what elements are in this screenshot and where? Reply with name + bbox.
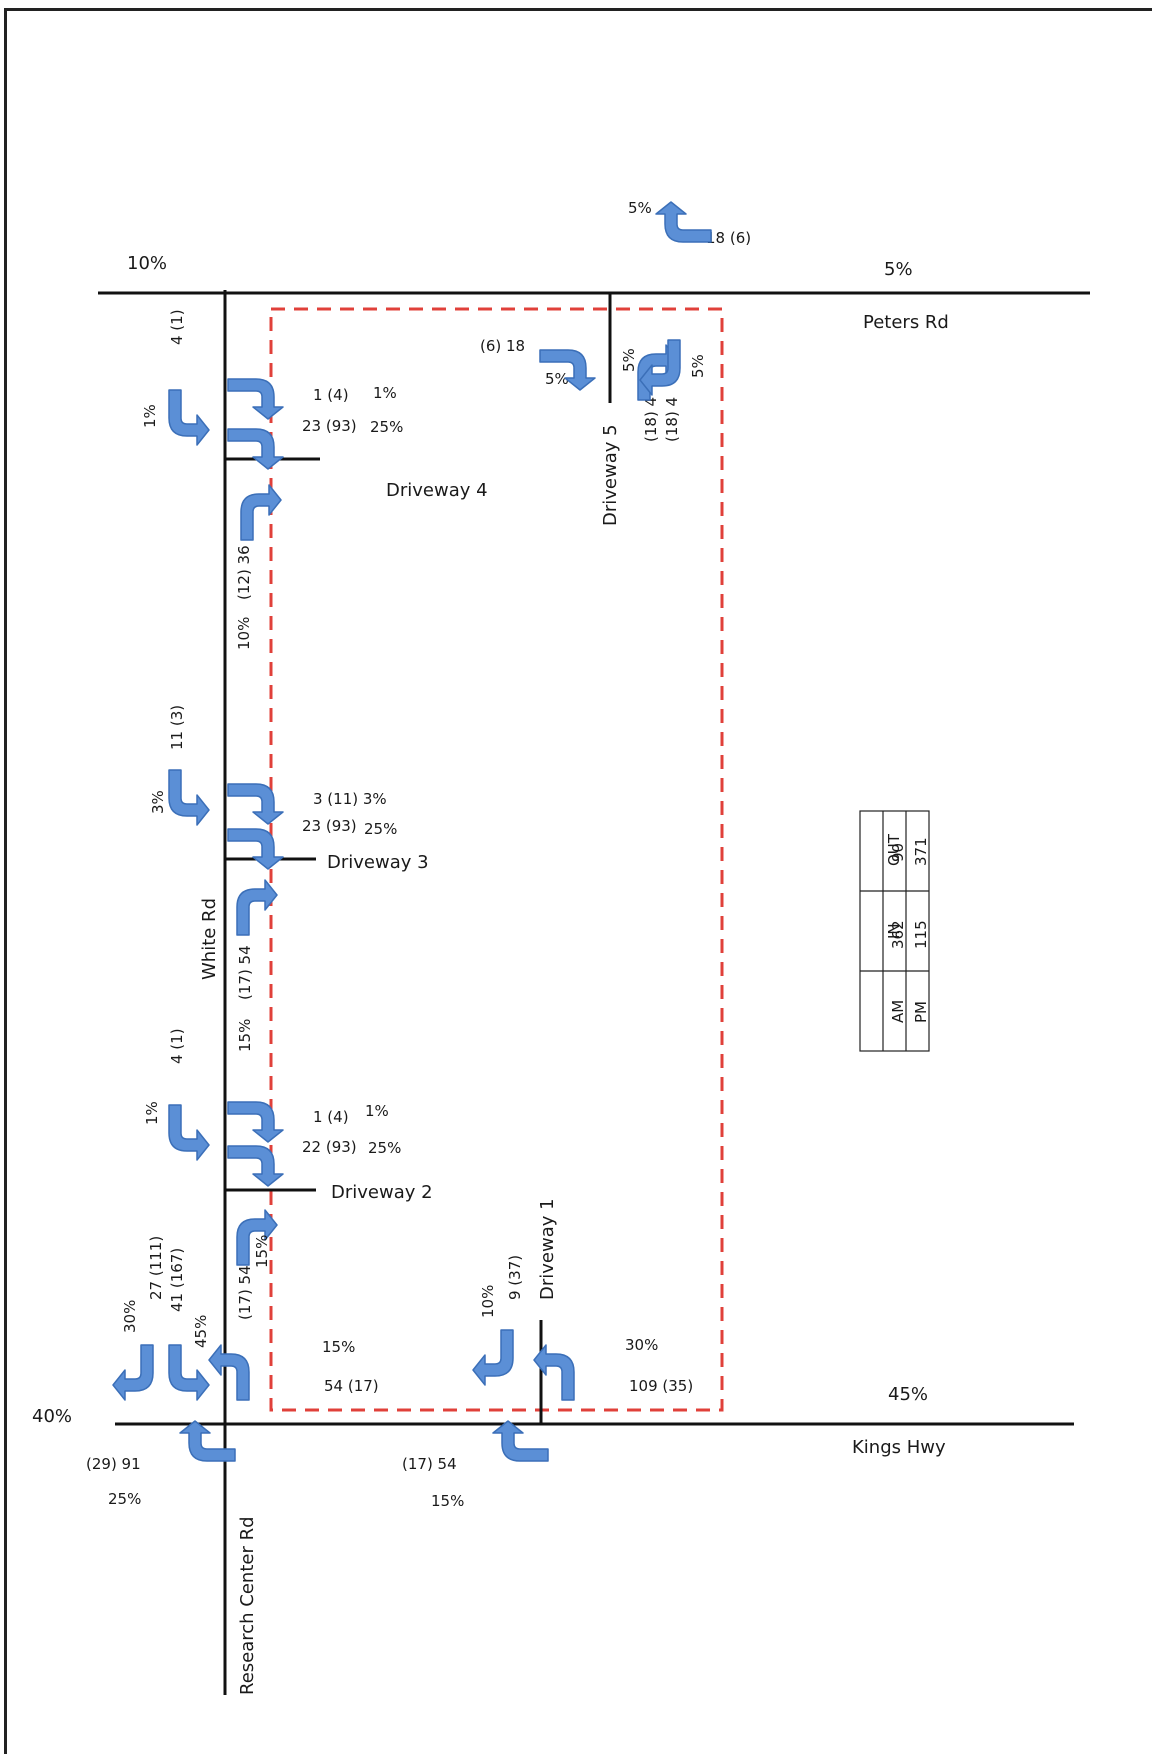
- dw2-in-pct: 15%: [253, 1235, 271, 1268]
- dw2-out-right-vol: 1 (4): [313, 1108, 349, 1126]
- dw4-southbound-right-arrow: [168, 389, 210, 446]
- peters-left-turn-arrow: [655, 201, 712, 243]
- dw3-out-left-pct: 25%: [364, 820, 397, 838]
- dw4-rt-pct: 1%: [141, 404, 159, 428]
- dw3-in-vol: (17) 54: [236, 945, 254, 1000]
- dw3-rt-pct: 3%: [149, 790, 167, 814]
- dw1-left-turn-arrow: [472, 1329, 514, 1386]
- dw4-out-right-vol: 1 (4): [313, 386, 349, 404]
- dw1-left-pct: 10%: [479, 1285, 497, 1318]
- peters-turn-vol: 18 (6): [706, 229, 751, 247]
- dw4-in-arrow: [240, 484, 282, 541]
- table-row-pm: PM: [912, 1001, 930, 1023]
- dw4-out-left-pct: 25%: [370, 418, 403, 436]
- dw1-out-vol: 109 (35): [629, 1377, 693, 1395]
- research-center-rd-label: Research Center Rd: [237, 1516, 258, 1695]
- dw2-out-right-pct: 1%: [365, 1102, 389, 1120]
- kings-west-pct: 40%: [32, 1406, 72, 1427]
- dw4-in-vol: (12) 36: [235, 545, 253, 600]
- nb-research-arrow: [179, 1420, 236, 1462]
- dw5-in-pct: 5%: [545, 370, 569, 388]
- nb-dw1-arrow: [492, 1420, 549, 1462]
- driveway-4-label: Driveway 4: [386, 480, 488, 501]
- dw1-left-vol: 9 (37): [506, 1255, 524, 1300]
- table-pm-in: 115: [912, 920, 930, 949]
- dw2-out-left-vol: 22 (93): [302, 1138, 357, 1156]
- dw5-out-left-pct: 5%: [620, 348, 638, 372]
- dw3-out-right: 3 (11) 3%: [313, 790, 387, 808]
- dw4-rt-vol: 4 (1): [168, 309, 186, 345]
- peters-west-pct: 10%: [127, 253, 167, 274]
- dw5-in-vol: (6) 18: [480, 337, 525, 355]
- sb-right-vol: 41 (167): [168, 1248, 186, 1312]
- driveway-1-label: Driveway 1: [537, 1198, 558, 1300]
- dw3-southbound-right-arrow: [168, 769, 210, 826]
- dw2-in-vol: (17) 54: [236, 1265, 254, 1320]
- kings-east-pct: 45%: [888, 1384, 928, 1405]
- kings-hwy-label: Kings Hwy: [852, 1437, 946, 1458]
- white-out-arrow: [208, 1344, 250, 1401]
- dw3-out-right-arrow: [227, 783, 284, 825]
- sb-left-turn-arrow: [112, 1344, 154, 1401]
- peters-east-pct: 5%: [884, 259, 913, 280]
- table-row-am: AM: [889, 1000, 907, 1023]
- dw5-out-right-vol: (18) 4: [663, 397, 681, 442]
- table-am-in: 362: [889, 920, 907, 949]
- nb-research-pct: 25%: [108, 1490, 141, 1508]
- table-header-in: IN: [885, 923, 903, 939]
- table-header-out: OUT: [885, 833, 903, 866]
- sb-right-turn-arrow: [168, 1344, 210, 1401]
- nb-research-vol: (29) 91: [86, 1455, 141, 1473]
- peters-turn-pct: 5%: [628, 199, 652, 217]
- sb-right-pct: 45%: [192, 1315, 210, 1348]
- table-pm-out: 371: [912, 837, 930, 866]
- driveway-5-label: Driveway 5: [600, 424, 621, 526]
- dw5-out-right-pct: 5%: [689, 354, 707, 378]
- driveway-2-label: Driveway 2: [331, 1182, 433, 1203]
- dw4-out-left-arrow: [227, 428, 284, 470]
- white-rd-label: White Rd: [199, 898, 220, 980]
- driveway-3-label: Driveway 3: [327, 852, 429, 873]
- trip-generation-table: OUT IN AM PM 362 115 90 371: [859, 810, 930, 1052]
- dw2-rt-pct: 1%: [143, 1101, 161, 1125]
- dw4-out-right-arrow: [227, 378, 284, 420]
- dw2-out-left-arrow: [227, 1145, 284, 1187]
- dw2-rt-vol: 4 (1): [168, 1028, 186, 1064]
- nb-dw1-pct: 15%: [431, 1492, 464, 1510]
- peters-rd-label: Peters Rd: [863, 312, 949, 333]
- dw3-out-left-vol: 23 (93): [302, 817, 357, 835]
- dw3-out-left-arrow: [227, 828, 284, 870]
- table-am-out: 90: [889, 843, 907, 862]
- dw5-out-left-vol: (18) 4: [642, 397, 660, 442]
- dw2-out-right-arrow: [227, 1101, 284, 1143]
- sb-left-pct: 30%: [121, 1300, 139, 1333]
- dw1-out-pct: 30%: [625, 1336, 658, 1354]
- dw3-in-pct: 15%: [236, 1019, 254, 1052]
- white-out-pct: 15%: [322, 1338, 355, 1356]
- page-border: [4, 8, 1152, 1754]
- dw2-southbound-right-arrow: [168, 1104, 210, 1161]
- nb-dw1-vol: (17) 54: [402, 1455, 457, 1473]
- dw4-out-right-pct: 1%: [373, 384, 397, 402]
- white-out-vol: 54 (17): [324, 1377, 379, 1395]
- sb-left-vol: 27 (111): [147, 1236, 165, 1300]
- dw2-out-left-pct: 25%: [368, 1139, 401, 1157]
- dw4-out-left-vol: 23 (93): [302, 417, 357, 435]
- dw4-in-pct: 10%: [235, 617, 253, 650]
- dw3-rt-vol: 11 (3): [168, 705, 186, 750]
